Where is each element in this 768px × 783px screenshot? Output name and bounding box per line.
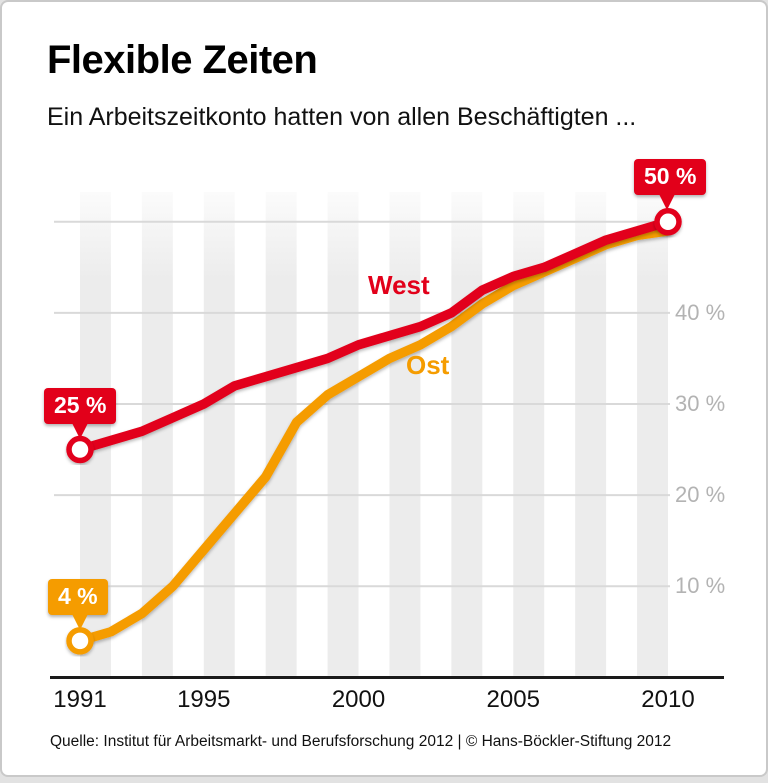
year-stripe [327,192,359,676]
series-label-west: West [368,270,430,300]
source-note: Quelle: Institut für Arbeitsmarkt- und B… [50,733,672,750]
annotation-bubble-west-end: 50 % [634,159,707,210]
bubble-pointer [72,614,88,630]
year-stripe [203,192,235,676]
chart-subtitle: Ein Arbeitszeitkonto hatten von allen Be… [47,103,637,131]
y-tick-label: 10 % [675,573,726,599]
year-stripe [575,192,607,676]
bubble-pointer [659,194,675,210]
y-tick-label: 40 % [675,299,726,325]
y-tick-label: 20 % [675,482,726,508]
x-tick-label: 2005 [486,686,540,713]
annotation-value: 25 % [54,392,107,418]
year-stripe [389,192,421,676]
year-stripes [80,192,668,676]
ost-point-marker [66,627,94,655]
west-point-marker [654,208,682,236]
west-point-marker [66,435,94,464]
gridlines [54,220,670,588]
annotation-bubble-ost-start: 4 % [48,579,108,630]
year-stripe [637,192,668,676]
bubble-pointer [72,423,88,439]
y-tick-label: 30 % [675,391,726,416]
x-tick-label: 1991 [53,686,107,713]
annotation-bubble-west-start: 25 % [44,388,117,439]
series-label-ost: Ost [406,350,450,380]
x-tick-label: 2010 [641,686,695,713]
annotation-value: 50 % [644,163,697,189]
x-tick-label: 1995 [177,686,231,713]
x-tick-label: 2000 [331,686,386,713]
annotation-value: 4 % [58,583,98,609]
data-lines [75,217,673,646]
year-stripe [451,192,483,676]
page-title: Flexible Zeiten [47,38,318,82]
west-line [75,217,673,455]
